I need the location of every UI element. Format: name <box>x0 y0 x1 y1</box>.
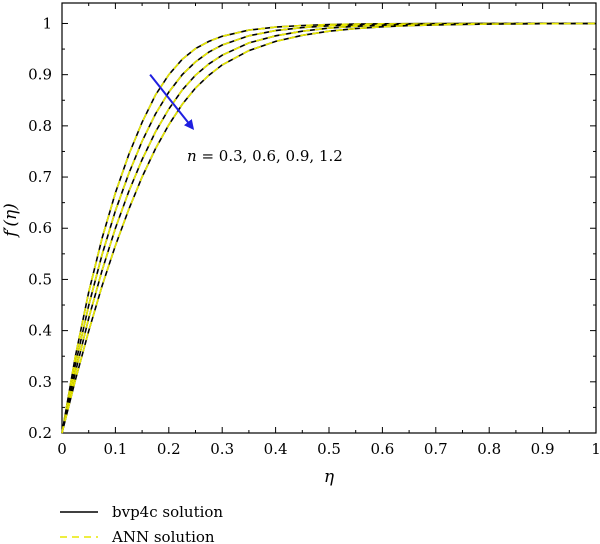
annotation-text: n = 0.3, 0.6, 0.9, 1.2 <box>187 147 343 165</box>
y-tick-label-5: 0.7 <box>28 168 52 186</box>
x-tick-label-4: 0.4 <box>264 440 288 458</box>
y-tick-label-2: 0.4 <box>28 322 52 340</box>
y-tick-label-6: 0.8 <box>28 117 52 135</box>
parameter-annotation: n = 0.3, 0.6, 0.9, 1.2 <box>149 74 343 165</box>
x-tick-label-2: 0.2 <box>157 440 181 458</box>
axis-ticks <box>61 3 597 434</box>
series-line-ann-3 <box>61 22 596 434</box>
series-line-bvp4c-2 <box>61 22 596 434</box>
annotation-values: = 0.3, 0.6, 0.9, 1.2 <box>197 147 343 165</box>
y-tick-label-7: 0.9 <box>28 66 52 84</box>
legend-label-ann: ANN solution <box>111 528 215 544</box>
series-line-ann-1 <box>61 22 596 434</box>
annotation-arrow <box>149 74 195 130</box>
x-tick-label-10: 1 <box>591 440 600 458</box>
legend-label-bvp4c: bvp4c solution <box>112 503 223 521</box>
series-line-ann-2 <box>61 22 596 434</box>
x-tick-labels: 0 0.1 0.2 0.3 0.4 0.5 0.6 0.7 0.8 0.9 1 <box>57 440 600 458</box>
x-tick-label-9: 0.9 <box>531 440 555 458</box>
legend: bvp4c solution ANN solution <box>60 503 223 544</box>
x-tick-label-7: 0.7 <box>424 440 448 458</box>
x-tick-label-0: 0 <box>57 440 67 458</box>
series-line-ann-0 <box>61 22 596 434</box>
series-line-bvp4c-3 <box>61 22 596 434</box>
x-tick-label-5: 0.5 <box>317 440 341 458</box>
y-axis-label: f′(η) <box>1 203 21 239</box>
series-line-bvp4c-0 <box>61 22 596 434</box>
x-tick-label-3: 0.3 <box>210 440 234 458</box>
plot-frame <box>61 2 597 434</box>
series-line-bvp4c-1 <box>61 22 596 434</box>
x-tick-label-6: 0.6 <box>370 440 394 458</box>
y-tick-label-1: 0.3 <box>28 373 52 391</box>
y-tick-labels: 0.2 0.3 0.4 0.5 0.6 0.7 0.8 0.9 1 <box>28 14 52 442</box>
y-tick-label-0: 0.2 <box>28 424 52 442</box>
x-tick-label-8: 0.8 <box>477 440 501 458</box>
y-tick-label-3: 0.5 <box>28 270 52 288</box>
x-tick-label-1: 0.1 <box>103 440 127 458</box>
y-tick-label-4: 0.6 <box>28 219 52 237</box>
annotation-n-symbol: n <box>187 147 197 165</box>
series-lines <box>61 22 596 434</box>
y-tick-label-8: 1 <box>42 14 52 32</box>
x-axis-label: η <box>324 467 335 487</box>
